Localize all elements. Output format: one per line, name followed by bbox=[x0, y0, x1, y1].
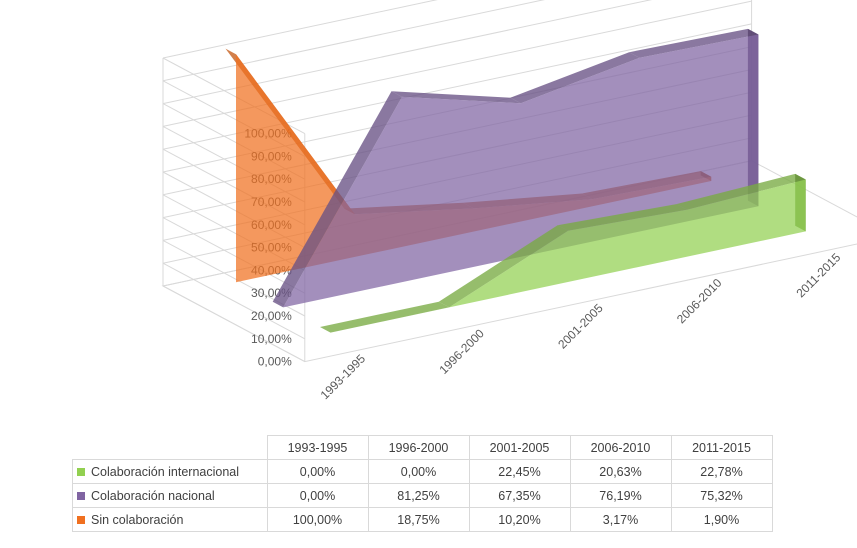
area-top-segment bbox=[391, 91, 521, 104]
area-front-face bbox=[283, 34, 759, 308]
series-0 bbox=[320, 173, 806, 333]
data-table-cell: 81,25% bbox=[367, 483, 470, 508]
area-top-segment bbox=[629, 28, 759, 58]
data-table-row: Colaboración internacional 0,00% 0,00% 22,4… bbox=[72, 459, 773, 484]
data-table-col-header: 2001-2005 bbox=[468, 435, 571, 460]
gridline-side bbox=[162, 217, 306, 294]
data-table-cell: 0,00% bbox=[367, 459, 470, 484]
area-top-segment bbox=[676, 173, 806, 210]
data-table-cell: 22,45% bbox=[468, 459, 571, 484]
legend-entry: Colaboración nacional bbox=[72, 483, 268, 508]
legend-key bbox=[77, 491, 85, 500]
y-tick-label: 20,00% bbox=[251, 309, 292, 323]
x-tick-label: 1996-2000 bbox=[436, 326, 487, 377]
area-top-segment bbox=[438, 225, 569, 308]
data-table-col-header: 1996-2000 bbox=[367, 435, 470, 460]
area-top-segment bbox=[272, 91, 402, 308]
chart-area: 0,00%10,00%20,00%30,00%40,00%50,00%60,00… bbox=[161, 0, 857, 402]
area-top-segment bbox=[557, 204, 687, 231]
series-name: Colaboración nacional bbox=[91, 488, 215, 503]
gridline-side bbox=[162, 285, 306, 363]
y-tick-label: 10,00% bbox=[251, 332, 292, 346]
x-tick-label: 1993-1995 bbox=[318, 351, 369, 402]
y-tick-label: 0,00% bbox=[258, 355, 292, 369]
data-table-body: Colaboración internacional 0,00% 0,00% 22,4… bbox=[72, 459, 773, 532]
series-layer bbox=[225, 28, 806, 333]
data-table-cell: 0,00% bbox=[266, 483, 369, 508]
data-table-col-header: 2006-2010 bbox=[569, 435, 672, 460]
gridline-back bbox=[162, 0, 653, 105]
series-name: Sin colaboración bbox=[91, 512, 184, 527]
data-table-cell: 1,90% bbox=[670, 507, 773, 532]
legend-entry: Colaboración internacional bbox=[72, 459, 268, 484]
data-table-cell: 18,75% bbox=[367, 507, 470, 532]
data-table-row: Colaboración nacional 0,00% 81,25% 67,35% 76… bbox=[72, 483, 773, 508]
series-name: Colaboración internacional bbox=[91, 464, 240, 479]
data-table-cell: 20,63% bbox=[569, 459, 672, 484]
data-table-header: 1993-1995 1996-2000 2001-2005 2006-2010 2011… bbox=[72, 435, 773, 460]
data-table-cell: 10,20% bbox=[468, 507, 571, 532]
data-table-cell: 0,00% bbox=[266, 459, 369, 484]
area-front-face bbox=[330, 179, 806, 333]
data-table-col-header: 2011-2015 bbox=[670, 435, 773, 460]
data-table-corner bbox=[72, 435, 268, 460]
data-table-cell: 3,17% bbox=[569, 507, 672, 532]
data-table-col-header: 1993-1995 bbox=[266, 435, 369, 460]
gridline-back bbox=[162, 0, 545, 82]
data-table-cell: 67,35% bbox=[468, 483, 571, 508]
x-tick-label: 2011-2015 bbox=[793, 250, 843, 300]
data-table-cell: 100,00% bbox=[266, 507, 369, 532]
area-top-segment bbox=[320, 301, 450, 333]
data-table-cell: 75,32% bbox=[670, 483, 773, 508]
series-1 bbox=[272, 28, 759, 308]
legend-key bbox=[77, 467, 85, 476]
gridline-side bbox=[162, 262, 306, 340]
gridline-back bbox=[162, 0, 438, 59]
data-table-row: Sin colaboración 100,00% 18,75% 10,20% 3,17%… bbox=[72, 507, 773, 532]
legend-key bbox=[77, 515, 85, 524]
x-tick-label: 2006-2010 bbox=[674, 276, 725, 327]
x-tick-label: 2001-2005 bbox=[555, 301, 606, 352]
data-table-cell: 22,78% bbox=[670, 459, 773, 484]
area-top-segment bbox=[510, 52, 640, 104]
data-table: 1993-1995 1996-2000 2001-2005 2006-2010 2011… bbox=[72, 435, 773, 532]
legend-entry: Sin colaboración bbox=[72, 507, 268, 532]
data-table-cell: 76,19% bbox=[569, 483, 672, 508]
